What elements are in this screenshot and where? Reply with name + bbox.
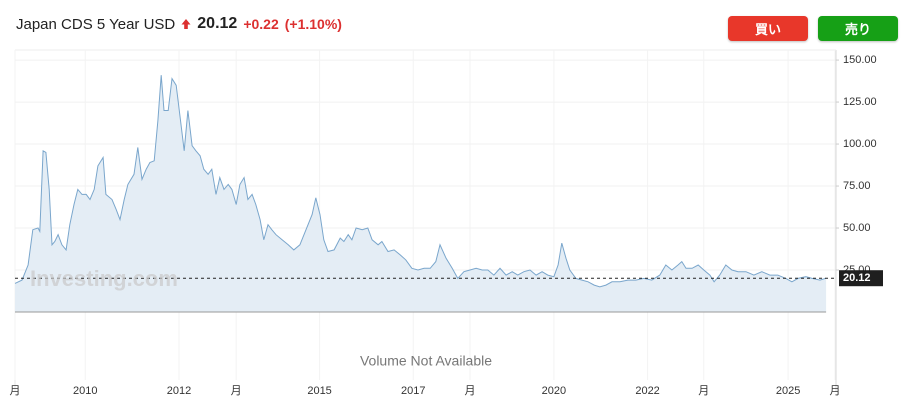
- x-tick-label: 月: [698, 385, 709, 397]
- x-tick-label: 2012: [167, 385, 191, 397]
- y-tick-label: 75.00: [843, 180, 871, 192]
- volume-note: Volume Not Available: [360, 353, 492, 369]
- y-tick-label: 100.00: [843, 138, 877, 150]
- x-tick-label: 2025: [776, 385, 800, 397]
- x-tick-label: 月: [464, 385, 475, 397]
- x-tick-label: 2017: [401, 385, 425, 397]
- x-tick-label: 2010: [73, 385, 97, 397]
- sell-button[interactable]: 売り: [818, 16, 898, 41]
- y-tick-label: 125.00: [843, 96, 877, 108]
- x-tick-label: 月: [830, 385, 841, 397]
- last-price: 20.12: [197, 15, 238, 32]
- title: Japan CDS 5 Year USD: [16, 15, 176, 33]
- x-tick-label: 月: [10, 385, 21, 397]
- watermark: Investing.com: [30, 266, 178, 291]
- up-arrow: [181, 19, 191, 29]
- change: +0.22: [243, 16, 279, 32]
- line: [14, 75, 827, 288]
- y-tick-label: 150.00: [843, 54, 877, 66]
- x-tick-label: 2015: [307, 385, 331, 397]
- buy-button[interactable]: 買い: [728, 16, 808, 41]
- y-tick-label: 50.00: [843, 222, 871, 234]
- area: [15, 75, 827, 312]
- x-tick-label: 月: [231, 385, 242, 397]
- header: Japan CDS 5 Year USD 20.12 +0.22 (+1.10%…: [16, 12, 342, 36]
- change-percent: (+1.10%): [284, 16, 342, 32]
- last-price-box: [839, 270, 883, 287]
- last-price-label: 20.12: [843, 272, 871, 284]
- x-tick-label: 2022: [635, 385, 659, 397]
- x-tick-label: 2020: [542, 385, 566, 397]
